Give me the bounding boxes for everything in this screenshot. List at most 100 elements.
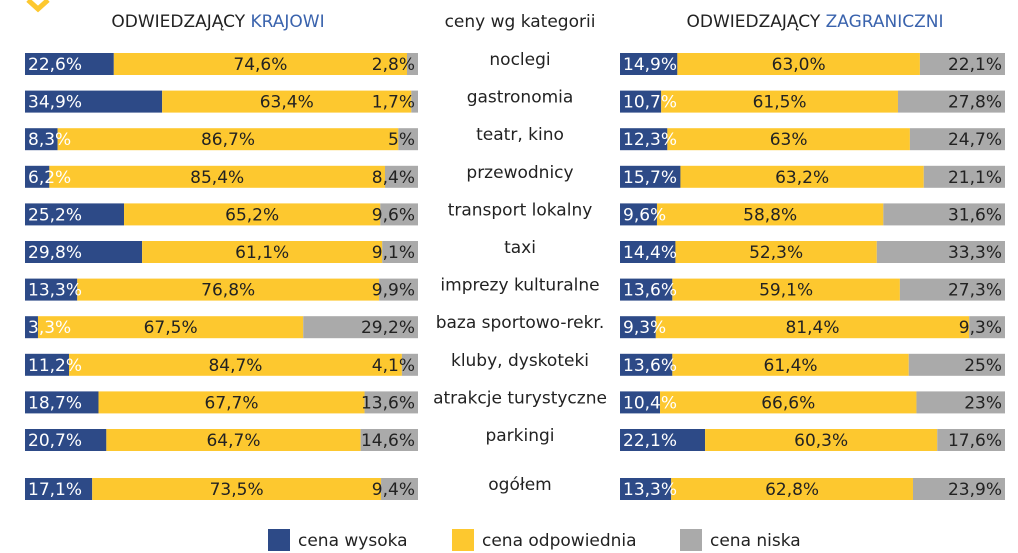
panel-title: ODWIEDZAJĄCY ZAGRANICZNI: [687, 12, 944, 32]
category-label: parkingi: [485, 426, 554, 446]
value-label: 76,8%: [201, 281, 255, 301]
bar-segment: [411, 90, 418, 113]
bar-segment: [382, 241, 418, 263]
bar-segment: [667, 128, 910, 151]
title-text: ODWIEDZAJĄCY: [111, 12, 245, 32]
value-label: 84,7%: [208, 356, 262, 376]
bar-segment: [77, 278, 380, 301]
legend-label: cena odpowiednia: [482, 531, 637, 551]
value-label: 11,2%: [28, 356, 82, 376]
bar-segment: [620, 53, 678, 75]
value-label: 2,8%: [372, 55, 415, 75]
value-label: 10,4%: [623, 393, 677, 413]
value-label: 9,9%: [372, 281, 415, 301]
value-label: 63%: [770, 130, 808, 150]
value-label: 62,8%: [765, 480, 819, 500]
value-label: 1,7%: [372, 93, 415, 113]
bar-segment: [162, 90, 412, 113]
value-label: 8,4%: [372, 168, 415, 188]
value-label: 67,7%: [205, 393, 259, 413]
bar-segment: [106, 429, 361, 451]
value-label: 29,2%: [361, 318, 415, 338]
bar-segment: [49, 165, 385, 188]
value-label: 81,4%: [785, 318, 839, 338]
category-label: noclegi: [489, 50, 550, 70]
bar-segment: [919, 53, 1005, 75]
bar-segment: [37, 316, 304, 339]
bar-segment: [937, 429, 1005, 451]
bar-segment: [142, 241, 383, 263]
value-label: 14,6%: [361, 431, 415, 451]
value-label: 20,7%: [28, 431, 82, 451]
bar-segment: [25, 391, 99, 414]
bar-segment: [620, 165, 681, 188]
decoration: [26, 0, 50, 13]
value-label: 15,7%: [623, 168, 677, 188]
bar-segment: [620, 353, 673, 376]
bar-segment: [912, 478, 1005, 500]
value-label: 6,2%: [28, 168, 71, 188]
bar-segment: [620, 478, 672, 500]
category-label: baza sportowo-rekr.: [436, 313, 605, 333]
bar-segment: [680, 165, 924, 188]
bar-segment: [876, 241, 1005, 263]
category-label: transport lokalny: [448, 200, 593, 220]
value-label: 22,1%: [623, 431, 677, 451]
bar-segment: [401, 353, 418, 376]
value-label: 27,8%: [948, 93, 1002, 113]
value-label: 34,9%: [28, 93, 82, 113]
bar-segment: [899, 278, 1005, 301]
value-label: 67,5%: [144, 318, 198, 338]
bar-segment: [672, 353, 909, 376]
bar-segment: [620, 391, 661, 414]
bar-segment: [25, 203, 125, 226]
panel-title: ODWIEDZAJĄCY KRAJOWI: [111, 12, 324, 32]
bar-segment: [671, 478, 913, 500]
category-label: ogółem: [488, 475, 551, 495]
category-label: kluby, dyskoteki: [451, 351, 589, 371]
bar-segment: [360, 429, 418, 451]
value-label: 25%: [964, 356, 1002, 376]
bar-segment: [656, 203, 884, 226]
bar-segment: [620, 316, 656, 339]
value-label: 63,2%: [775, 168, 829, 188]
bar-segment: [677, 53, 920, 75]
value-label: 61,1%: [235, 243, 289, 263]
bar-segment: [675, 241, 877, 263]
categories-title: ceny wg kategorii: [445, 12, 596, 32]
bar-segment: [25, 316, 38, 339]
value-label: 63,4%: [260, 93, 314, 113]
value-label: 64,7%: [206, 431, 260, 451]
bar-segment: [916, 391, 1005, 414]
bar-segment: [384, 165, 418, 188]
bar-segment: [25, 278, 78, 301]
category-label: taxi: [504, 238, 536, 258]
bar-segment: [303, 316, 418, 339]
bar-segment: [364, 391, 418, 414]
legend-swatch: [680, 529, 702, 551]
value-label: 31,6%: [948, 205, 1002, 225]
value-label: 12,3%: [623, 130, 677, 150]
value-label: 9,6%: [623, 205, 666, 225]
value-label: 13,3%: [28, 281, 82, 301]
bar-segment: [98, 391, 365, 414]
value-label: 13,6%: [623, 281, 677, 301]
bar-segment: [25, 90, 163, 113]
bar-segment: [908, 353, 1005, 376]
value-label: 33,3%: [948, 243, 1002, 263]
value-label: 17,1%: [28, 480, 82, 500]
category-label: atrakcje turystyczne: [433, 388, 607, 408]
title-text: ODWIEDZAJĄCY: [687, 12, 821, 32]
bar-segment: [92, 478, 382, 500]
value-label: 25,2%: [28, 205, 82, 225]
value-label: 14,9%: [623, 55, 677, 75]
value-label: 23,9%: [948, 480, 1002, 500]
bar-segment: [25, 478, 93, 500]
bar-segment: [705, 429, 938, 451]
category-label: teatr, kino: [476, 125, 564, 145]
bar-segment: [124, 203, 381, 226]
value-label: 66,6%: [761, 393, 815, 413]
value-label: 61,4%: [764, 356, 818, 376]
value-label: 60,3%: [794, 431, 848, 451]
